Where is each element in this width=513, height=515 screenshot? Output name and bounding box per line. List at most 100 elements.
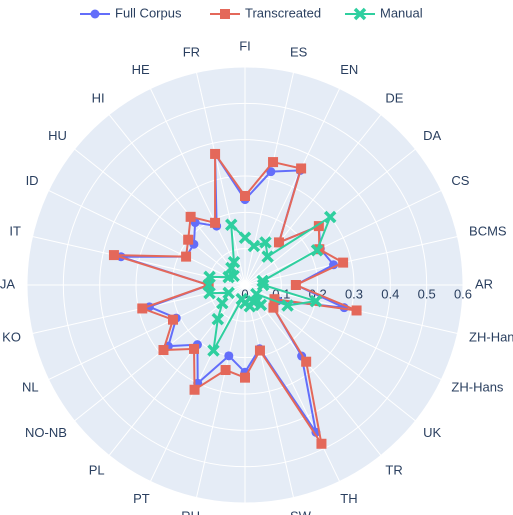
marker — [309, 294, 323, 308]
angular-grid-line — [108, 114, 246, 286]
marker — [269, 294, 280, 305]
legend-label: Transcreated — [245, 5, 321, 20]
category-label: BCMS — [469, 223, 507, 238]
angular-grid-line — [244, 284, 294, 498]
marker — [290, 280, 301, 290]
marker — [240, 372, 250, 383]
marker — [250, 287, 263, 301]
marker — [313, 221, 324, 232]
marker — [261, 250, 274, 263]
category-label: JA — [0, 276, 15, 291]
marker — [273, 237, 284, 248]
marker — [338, 257, 349, 268]
category-label: ZH-Hans — [451, 380, 504, 395]
category-label: IT — [9, 223, 21, 238]
category-label: TR — [385, 463, 402, 478]
marker — [227, 269, 240, 283]
category-label: DE — [385, 90, 403, 105]
marker — [158, 345, 169, 356]
marker — [227, 255, 241, 269]
marker — [310, 244, 324, 257]
category-label: HI — [92, 90, 105, 105]
angular-grid-line — [149, 88, 246, 286]
marker — [353, 7, 367, 21]
series — [202, 210, 337, 357]
category-label: CS — [451, 173, 469, 188]
category-label: ES — [290, 44, 308, 59]
angular-grid-line — [74, 148, 246, 286]
angular-grid-line — [196, 72, 246, 286]
marker — [207, 344, 220, 357]
marker — [224, 351, 234, 361]
marker — [268, 157, 279, 168]
marker — [238, 231, 252, 245]
angular-grid-line — [244, 189, 442, 286]
marker — [137, 303, 148, 314]
marker — [316, 438, 327, 449]
radial-tick-label: 0.6 — [454, 286, 472, 301]
angular-grid-line — [244, 88, 341, 286]
category-label: NO-NB — [25, 425, 67, 440]
angular-grid-line — [244, 72, 294, 286]
marker — [216, 296, 229, 310]
marker — [220, 9, 230, 19]
marker — [181, 251, 192, 262]
marker — [235, 292, 249, 306]
marker — [183, 234, 194, 245]
category-label: SW — [290, 508, 312, 515]
marker — [351, 305, 362, 316]
category-label: NL — [22, 380, 39, 395]
radial-tick-label: 0.4 — [381, 286, 399, 301]
marker — [296, 163, 307, 174]
marker — [222, 286, 235, 300]
marker — [90, 9, 100, 19]
marker — [254, 298, 268, 312]
marker — [203, 270, 216, 284]
radial-tick-label: 0.3 — [345, 286, 363, 301]
category-label: FI — [239, 38, 251, 53]
category-label: TH — [340, 491, 357, 506]
category-label: ID — [26, 173, 39, 188]
category-label: PL — [89, 463, 105, 478]
angular-grid-line — [244, 236, 458, 286]
marker — [268, 302, 279, 313]
marker — [254, 345, 265, 356]
angular-grid-line — [48, 189, 246, 286]
category-label: DA — [423, 128, 441, 143]
marker — [323, 210, 337, 224]
marker — [210, 217, 221, 228]
marker — [108, 250, 119, 261]
category-label: RU — [181, 508, 200, 515]
marker — [247, 239, 261, 253]
marker — [189, 384, 200, 395]
marker — [220, 365, 231, 376]
marker — [281, 299, 294, 312]
angular-grid-line — [48, 284, 246, 381]
marker — [211, 312, 225, 326]
marker — [240, 190, 250, 201]
legend-label: Manual — [380, 5, 423, 20]
category-label: PT — [133, 491, 150, 506]
category-label: EN — [340, 62, 358, 77]
marker — [301, 356, 312, 367]
category-label: UK — [423, 425, 441, 440]
angular-grid-line — [196, 284, 246, 498]
category-label: FR — [183, 44, 200, 59]
marker — [167, 314, 178, 325]
marker — [259, 236, 272, 249]
angular-grid-line — [108, 284, 246, 456]
marker — [189, 343, 200, 354]
category-label: AR — [475, 276, 493, 291]
legend-label: Full Corpus — [115, 5, 182, 20]
angular-grid-line — [244, 284, 382, 456]
category-label: KO — [2, 329, 21, 344]
radial-tick-label: 0.5 — [418, 286, 436, 301]
legend: Full Corpus Transcreated Manual — [80, 5, 423, 20]
category-label: HU — [48, 128, 67, 143]
marker — [185, 211, 196, 222]
marker — [210, 148, 221, 159]
category-label: ZH-Hant — [469, 329, 513, 344]
category-label: HE — [132, 62, 150, 77]
marker — [225, 218, 238, 232]
